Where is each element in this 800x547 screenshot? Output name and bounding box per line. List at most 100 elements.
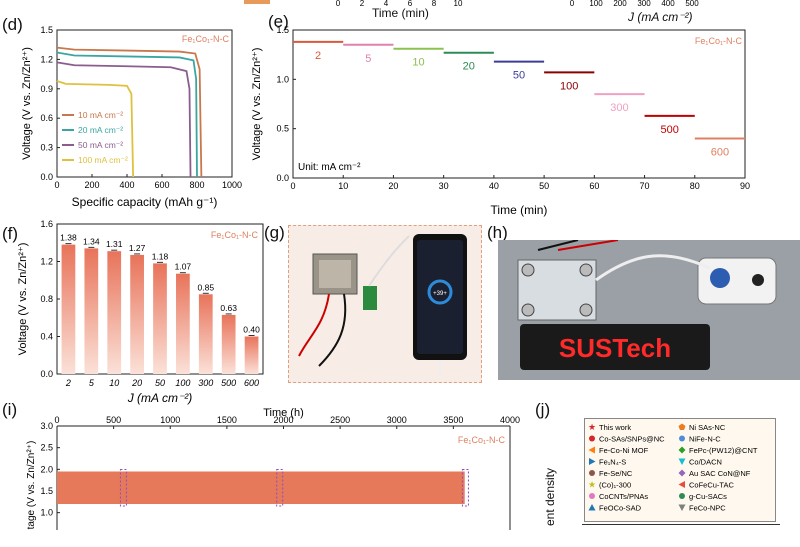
step-label-20: 20 bbox=[463, 61, 475, 73]
x-tick-label: 0 bbox=[54, 415, 59, 425]
legend-marker-11 bbox=[678, 446, 686, 454]
legend-marker-13 bbox=[678, 469, 686, 477]
bolt-3 bbox=[521, 303, 535, 317]
y-tick-label: 0.0 bbox=[276, 173, 289, 183]
chart-j-frame-bottom bbox=[582, 524, 780, 525]
panel-label-e: (e) bbox=[268, 12, 289, 31]
top-tick-left: 10 bbox=[454, 0, 463, 8]
bar-5 bbox=[84, 248, 99, 374]
ylabel-e: Voltage (V vs. Zn/Zn²⁺) bbox=[251, 48, 263, 161]
x-tick-label: 80 bbox=[690, 181, 700, 191]
series-line-4 bbox=[56, 80, 135, 178]
step-label-300: 300 bbox=[610, 102, 628, 114]
legend-entry-6: (Co)₁-300 bbox=[599, 481, 631, 490]
note-e: Unit: mA cm⁻² bbox=[298, 162, 361, 173]
led-sign bbox=[520, 324, 710, 370]
ylabel-d: Voltage (V vs. Zn/Zn²⁺) bbox=[21, 47, 33, 160]
charging-ring bbox=[427, 279, 453, 305]
chart-d: 0 200 400 600 800 1000 0.0 0.3 0.6 0.9 1.2 1.5 10 mA… bbox=[21, 25, 242, 209]
x-tick-label: 0 bbox=[290, 181, 295, 191]
x-tick-label: 20 bbox=[388, 181, 398, 191]
x-tick-label: 50 bbox=[539, 181, 549, 191]
led-sign-text: SUSTech bbox=[559, 333, 671, 363]
y-tick-label: 1.5 bbox=[40, 486, 53, 496]
pump-housing bbox=[697, 257, 777, 305]
legend-entry-5: Fe-Se/NC bbox=[599, 469, 633, 478]
top-tick-right: 300 bbox=[637, 0, 651, 8]
y-tick-label: 0.3 bbox=[40, 143, 53, 153]
bar-value-label-300: 0.85 bbox=[198, 282, 215, 292]
x-tick-label: 2500 bbox=[330, 415, 350, 425]
y-tick-label: 0.9 bbox=[40, 84, 53, 94]
pump-rotor bbox=[710, 268, 730, 288]
chart-e: 0 10 20 30 40 50 60 70 80 90 0.0 0.5 1.0 1.5 2 5 10 20 50 1… bbox=[251, 25, 750, 217]
step-label-600: 600 bbox=[711, 147, 729, 159]
x-tick-label: 10 bbox=[109, 378, 119, 388]
y-tick-label: 1.6 bbox=[40, 219, 53, 229]
x-tick-label: 40 bbox=[489, 181, 499, 191]
phone-screen bbox=[417, 240, 463, 354]
black-wire bbox=[318, 293, 347, 367]
legend-label-3: 50 mA cm⁻² bbox=[78, 140, 123, 150]
panel-label-j: (j) bbox=[535, 400, 551, 419]
legend-entry-16: FeCo-NPC bbox=[689, 504, 726, 513]
step-label-10: 10 bbox=[412, 57, 424, 69]
panel-label-g: (g) bbox=[264, 223, 285, 242]
legend-marker-8 bbox=[588, 504, 596, 511]
bolt-1 bbox=[521, 263, 535, 277]
annotation-d: Fe₁Co₁-N-C bbox=[182, 34, 230, 44]
x-tick-label: 1000 bbox=[222, 180, 242, 190]
wire-red-h bbox=[557, 240, 619, 251]
bar-20 bbox=[130, 254, 144, 374]
bar-value-label-10: 1.31 bbox=[106, 239, 123, 249]
top-tick-right: 500 bbox=[685, 0, 699, 8]
legend-entry-4: Fe₁N₄-S bbox=[599, 458, 626, 467]
y-tick-label: 2.5 bbox=[40, 443, 53, 453]
usb-cable bbox=[368, 235, 410, 287]
x-tick-label: 2 bbox=[65, 378, 71, 388]
series-line-1 bbox=[56, 46, 203, 178]
y-tick-label: 1.2 bbox=[40, 54, 53, 64]
top-tick-left: 2 bbox=[360, 0, 365, 8]
legend-entry-13: Au SAC CoN@NF bbox=[689, 469, 751, 478]
x-tick-label: 30 bbox=[439, 181, 449, 191]
x-tick-label: 1000 bbox=[160, 415, 180, 425]
x-tick-label: 0 bbox=[54, 180, 59, 190]
legend-entry-9: Ni SAs-NC bbox=[689, 423, 726, 432]
ylabel-i: Voltage (V vs. Zn/Zn²⁺) bbox=[26, 441, 37, 530]
legend-marker-14 bbox=[678, 481, 685, 488]
bar-300 bbox=[198, 294, 213, 374]
highlight-window-3 bbox=[461, 469, 469, 507]
bar-50 bbox=[153, 263, 167, 374]
chart-i: 0 500 1000 1500 2000 2500 3000 3500 4000 1.0 1.5 2.… bbox=[26, 407, 520, 530]
x-tick-label: 500 bbox=[106, 415, 121, 425]
legend-entry-10: NiFe-N-C bbox=[689, 435, 721, 444]
legend-entry-3: Fe-Co-Ni MOF bbox=[599, 446, 649, 455]
panel-label-i: (i) bbox=[2, 400, 18, 419]
annotation-e: Fe₁Co₁-N-C bbox=[695, 36, 743, 46]
y-tick-label: 0.6 bbox=[40, 113, 53, 123]
x-tick-label: 1500 bbox=[217, 415, 237, 425]
top-fragment-svg: 0 2 4 6 8 10 0 100 200 300 400 500 bbox=[244, 0, 699, 8]
legend-marker-5 bbox=[589, 470, 595, 476]
photo-g: +39+ bbox=[288, 225, 482, 383]
legend-entry-14: CoFeCu-TAC bbox=[689, 481, 734, 490]
top-tick-left: 6 bbox=[408, 0, 413, 8]
x-tick-label: 5 bbox=[89, 378, 95, 388]
y-tick-label: 1.5 bbox=[40, 25, 53, 35]
legend-marker-6: ★ bbox=[588, 480, 596, 490]
bolt-2 bbox=[579, 263, 593, 277]
legend-marker-15 bbox=[679, 493, 685, 499]
x-tick-label: 200 bbox=[84, 180, 99, 190]
legend-entry-1: This work bbox=[599, 423, 631, 432]
x-tick-label: 600 bbox=[244, 378, 259, 388]
x-tick-label: 4000 bbox=[500, 415, 520, 425]
step-label-50: 50 bbox=[513, 70, 525, 82]
top-tick-left: 4 bbox=[384, 0, 389, 8]
legend-label-2: 20 mA cm⁻² bbox=[78, 125, 123, 135]
legend-marker-16 bbox=[678, 504, 686, 511]
y-tick-label: 3.0 bbox=[40, 421, 53, 431]
y-tick-label: 1.5 bbox=[276, 25, 289, 35]
top-tick-right: 200 bbox=[613, 0, 627, 8]
